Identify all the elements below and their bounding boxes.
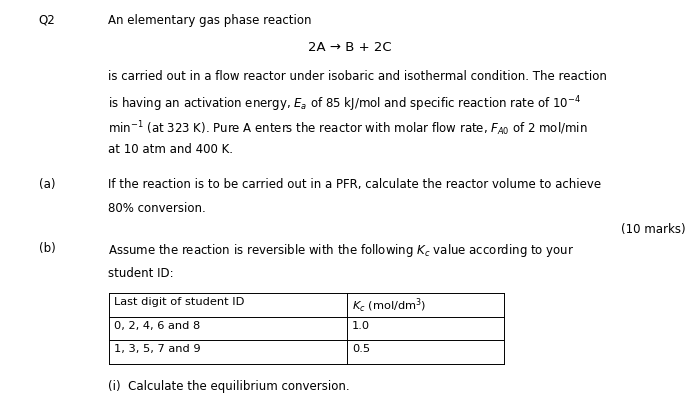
Text: 2A → B + 2C: 2A → B + 2C [308, 41, 392, 54]
Text: Last digit of student ID: Last digit of student ID [114, 297, 244, 307]
Text: 0.5: 0.5 [352, 344, 370, 354]
Text: Q2: Q2 [38, 14, 55, 27]
Text: An elementary gas phase reaction: An elementary gas phase reaction [108, 14, 312, 27]
Text: at 10 atm and 400 K.: at 10 atm and 400 K. [108, 143, 234, 156]
Text: (b): (b) [38, 242, 55, 255]
Text: Assume the reaction is reversible with the following $K_c$ value according to yo: Assume the reaction is reversible with t… [108, 242, 575, 259]
Text: min$^{-1}$ (at 323 K). Pure A enters the reactor with molar flow rate, $F_{A0}$ : min$^{-1}$ (at 323 K). Pure A enters the… [108, 119, 588, 138]
Text: 1.0: 1.0 [352, 321, 370, 331]
Text: $K_c$ (mol/dm$^3$): $K_c$ (mol/dm$^3$) [352, 297, 426, 315]
Text: 0, 2, 4, 6 and 8: 0, 2, 4, 6 and 8 [114, 321, 200, 331]
Text: is carried out in a flow reactor under isobaric and isothermal condition. The re: is carried out in a flow reactor under i… [108, 70, 608, 83]
Text: (10 marks): (10 marks) [622, 223, 686, 236]
Text: 80% conversion.: 80% conversion. [108, 202, 206, 215]
Text: 1, 3, 5, 7 and 9: 1, 3, 5, 7 and 9 [114, 344, 201, 354]
Text: (i)  Calculate the equilibrium conversion.: (i) Calculate the equilibrium conversion… [108, 380, 350, 393]
Text: student ID:: student ID: [108, 267, 174, 280]
Text: is having an activation energy, $E_a$ of 85 kJ/mol and specific reaction rate of: is having an activation energy, $E_a$ of… [108, 95, 582, 114]
Text: If the reaction is to be carried out in a PFR, calculate the reactor volume to a: If the reaction is to be carried out in … [108, 178, 601, 191]
Text: (a): (a) [38, 178, 55, 191]
